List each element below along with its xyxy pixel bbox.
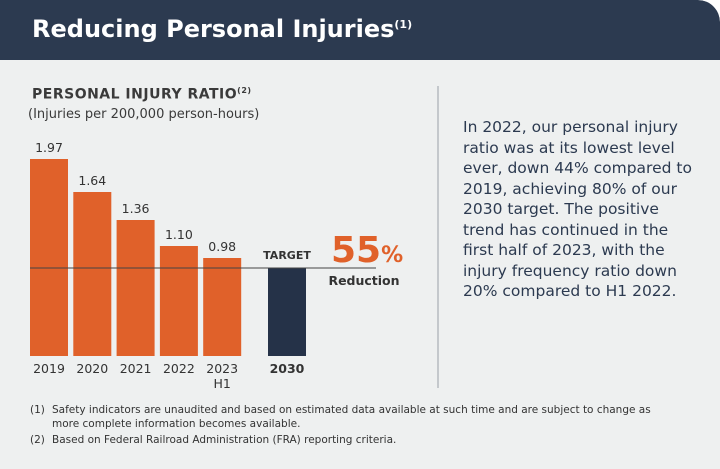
- value-label: 1.64: [78, 173, 106, 188]
- bar: [268, 268, 306, 356]
- footnote-marker: (2): [30, 434, 45, 446]
- chart-title-text: PERSONAL INJURY RATIO: [32, 86, 238, 103]
- target-label: TARGET: [263, 249, 311, 262]
- x-tick-label: 2023 H1: [206, 361, 239, 391]
- title-text: Reducing Personal Injuries: [32, 15, 395, 43]
- footnote-text: Based on Federal Railroad Administration…: [52, 434, 397, 446]
- callout-number: 55%: [331, 230, 403, 271]
- callout-label: Reduction: [328, 273, 399, 288]
- callout-value: 55: [331, 230, 381, 271]
- x-tick-label: 2020: [76, 361, 109, 376]
- footnote: (2) Based on Federal Railroad Administrat…: [30, 433, 680, 447]
- footnote: (1) Safety indicators are unaudited and b…: [30, 403, 680, 431]
- header: Reducing Personal Injuries(1): [0, 0, 720, 60]
- header-title: Reducing Personal Injuries(1): [32, 15, 412, 43]
- callout-unit: %: [381, 243, 403, 268]
- chart-title: PERSONAL INJURY RATIO(2): [32, 86, 252, 103]
- footnote-marker: (1): [30, 404, 45, 416]
- x-tick-label: 2019: [33, 361, 65, 376]
- bar: [159, 246, 198, 356]
- value-label: 1.97: [35, 140, 63, 155]
- x-tick-label: 2022: [162, 361, 195, 376]
- title-note: (1): [394, 18, 413, 31]
- bar: [116, 220, 155, 356]
- value-label: 0.98: [208, 239, 236, 254]
- value-label: 1.36: [122, 201, 150, 216]
- x-tick-label: 2021: [119, 361, 152, 376]
- description: In 2022, our personal injury ratio was a…: [463, 118, 692, 300]
- chart-subtitle: (Injuries per 200,000 person-hours): [28, 107, 260, 122]
- footnotes: (1) Safety indicators are unaudited and b…: [30, 403, 680, 449]
- bar: [30, 159, 68, 356]
- chart-title-note: (2): [237, 86, 252, 95]
- bar: [73, 192, 112, 356]
- footnote-text: Safety indicators are unaudited and base…: [52, 404, 651, 430]
- value-label: 1.10: [165, 227, 193, 242]
- bar: [203, 258, 242, 356]
- x-tick-label: 2030: [269, 361, 305, 376]
